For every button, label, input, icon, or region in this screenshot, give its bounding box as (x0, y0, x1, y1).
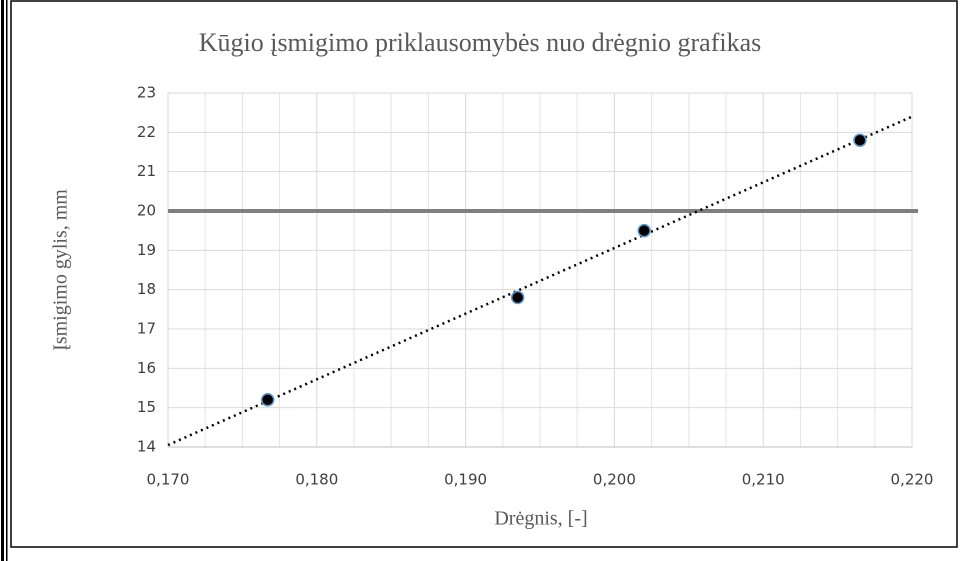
frame (10, 0, 958, 548)
x-tick-label: 0,190 (444, 471, 487, 489)
x-axis-title: Drėgnis, [-] (494, 508, 587, 530)
y-tick-label: 16 (137, 359, 156, 377)
x-tick-label: 0,210 (742, 471, 785, 489)
x-tick-label: 0,170 (147, 471, 190, 489)
y-tick-label: 19 (137, 241, 156, 259)
y-tick-label: 21 (137, 162, 156, 180)
y-tick-label: 23 (137, 84, 156, 102)
y-tick-label: 22 (137, 123, 156, 141)
x-tick-label: 0,200 (593, 471, 636, 489)
chart-title: Kūgio įsmigimo priklausomybės nuo drėgni… (199, 28, 762, 57)
y-tick-label: 20 (137, 202, 156, 220)
y-tick-label: 18 (137, 280, 156, 298)
data-point (260, 393, 275, 407)
y-tick-label: 15 (137, 398, 156, 416)
data-point (637, 223, 651, 238)
y-axis-title: Įsmigimo gylis, mm (50, 189, 72, 351)
x-tick-label: 0,220 (891, 471, 934, 489)
x-tick-label: 0,180 (295, 471, 338, 489)
frame-left-inner (6, 0, 8, 561)
data-point (853, 133, 867, 147)
frame-left (1, 0, 4, 561)
data-point (510, 290, 525, 305)
y-tick-label: 14 (137, 438, 156, 456)
y-tick-label: 17 (137, 320, 156, 338)
